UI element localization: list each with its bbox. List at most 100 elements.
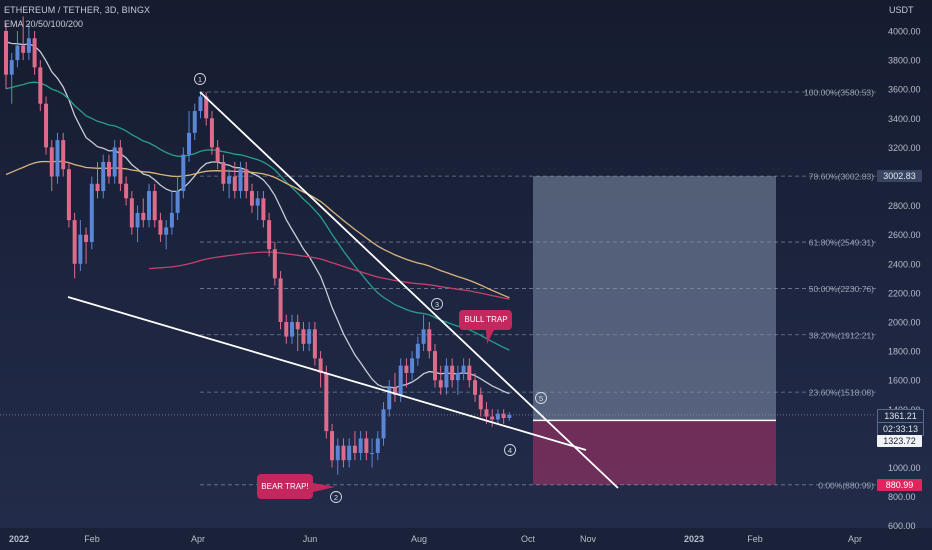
candle-up[interactable]: [15, 31, 20, 68]
candle-up[interactable]: [55, 132, 60, 184]
candle-up[interactable]: [381, 402, 386, 446]
candle-down[interactable]: [318, 351, 323, 388]
candle-up[interactable]: [135, 205, 140, 242]
candle-down[interactable]: [84, 227, 89, 264]
candle-up[interactable]: [415, 336, 420, 366]
candle-down[interactable]: [232, 161, 237, 199]
candle-down[interactable]: [215, 140, 220, 170]
candle-down[interactable]: [330, 423, 335, 468]
candle-up[interactable]: [238, 161, 243, 199]
candle-up[interactable]: [78, 220, 83, 272]
candle-down[interactable]: [21, 16, 26, 61]
candle-up[interactable]: [164, 220, 169, 250]
candle-down[interactable]: [295, 314, 300, 352]
candle-up[interactable]: [347, 438, 352, 468]
candle-body: [84, 234, 89, 242]
lower-trendline[interactable]: [67, 296, 587, 451]
candle-down[interactable]: [118, 140, 123, 192]
candle-up[interactable]: [198, 92, 203, 119]
candle-down[interactable]: [124, 176, 129, 206]
candle-down[interactable]: [473, 372, 478, 403]
candle-down[interactable]: [392, 372, 397, 403]
candle-body: [415, 343, 420, 359]
candle-body: [421, 329, 426, 344]
candle-up[interactable]: [375, 431, 380, 461]
candle-up[interactable]: [495, 409, 500, 424]
candle-down[interactable]: [450, 358, 455, 388]
candle-down[interactable]: [106, 154, 111, 184]
candle-down[interactable]: [221, 154, 226, 192]
candle-down[interactable]: [312, 322, 317, 366]
candle-down[interactable]: [44, 96, 49, 155]
candle-up[interactable]: [370, 438, 375, 468]
candle-down[interactable]: [4, 23, 8, 90]
x-tick-label: Apr: [191, 534, 205, 544]
candle-up[interactable]: [187, 111, 192, 162]
candle-down[interactable]: [129, 191, 134, 235]
candle-down[interactable]: [95, 161, 100, 199]
candle-down[interactable]: [38, 60, 43, 112]
candle-down[interactable]: [209, 111, 214, 155]
candle-down[interactable]: [324, 365, 329, 439]
bull-trap-label: BULL TRAP: [464, 315, 507, 324]
candle-down[interactable]: [141, 198, 146, 228]
candle-up[interactable]: [112, 140, 117, 184]
bear-trap-label: BEAR TRAP!: [261, 482, 308, 491]
candle-down[interactable]: [404, 358, 409, 388]
candle-up[interactable]: [181, 147, 186, 199]
candle-down[interactable]: [49, 140, 54, 192]
candle-up[interactable]: [358, 431, 363, 461]
candle-down[interactable]: [467, 358, 472, 388]
ema-indicator-label[interactable]: EMA 20/50/100/200: [4, 19, 84, 29]
candle-down[interactable]: [490, 409, 495, 427]
candle-down[interactable]: [278, 271, 283, 330]
candle-up[interactable]: [227, 169, 232, 199]
candle-up[interactable]: [335, 438, 340, 475]
candle-up[interactable]: [192, 103, 197, 141]
candle-down[interactable]: [501, 409, 506, 424]
candle-down[interactable]: [66, 161, 71, 228]
candle-up[interactable]: [255, 191, 260, 221]
candle-down[interactable]: [301, 322, 306, 352]
candle-up[interactable]: [175, 176, 180, 221]
candle-down[interactable]: [61, 132, 66, 177]
y-tick-label: 3600.00: [888, 85, 921, 95]
candle-down[interactable]: [32, 31, 37, 75]
candle-down[interactable]: [433, 343, 437, 388]
candle-up[interactable]: [507, 412, 512, 421]
candle-down[interactable]: [364, 431, 369, 461]
candle-up[interactable]: [444, 358, 449, 395]
candle-up[interactable]: [421, 314, 426, 352]
y-tick-label: 2200.00: [888, 288, 921, 298]
candle-down[interactable]: [272, 241, 277, 286]
candle-up[interactable]: [9, 52, 14, 104]
candle-down[interactable]: [72, 212, 77, 279]
upper-trendline[interactable]: [199, 91, 619, 489]
candle-up[interactable]: [455, 365, 460, 395]
candle-down[interactable]: [244, 161, 249, 199]
candle-down[interactable]: [158, 212, 163, 242]
candle-down[interactable]: [438, 365, 443, 395]
candle-up[interactable]: [461, 358, 466, 381]
candle-down[interactable]: [352, 431, 357, 461]
candle-up[interactable]: [290, 314, 294, 344]
candle-down[interactable]: [284, 314, 289, 344]
candle-up[interactable]: [101, 154, 106, 199]
candle-up[interactable]: [169, 191, 174, 235]
candle-down[interactable]: [261, 191, 266, 228]
candle-down[interactable]: [267, 212, 272, 257]
candle-up[interactable]: [410, 351, 415, 381]
candle-down[interactable]: [427, 322, 432, 359]
candle-body: [347, 445, 352, 461]
bear-trap-callout: [257, 474, 335, 499]
candle-down[interactable]: [152, 183, 157, 228]
candle-down[interactable]: [249, 183, 254, 213]
candle-up[interactable]: [307, 322, 312, 352]
candle-down[interactable]: [478, 387, 483, 417]
candle-down[interactable]: [341, 438, 346, 468]
candle-up[interactable]: [26, 23, 31, 61]
candle-up[interactable]: [89, 176, 94, 250]
candle-up[interactable]: [387, 380, 392, 417]
candle-up[interactable]: [147, 183, 151, 228]
